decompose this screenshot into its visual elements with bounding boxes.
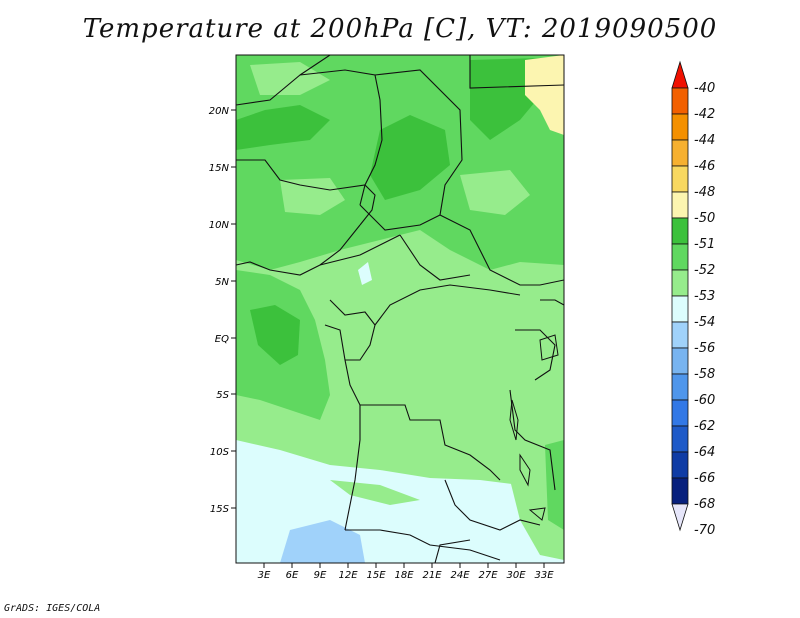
colorbar-swatch xyxy=(671,139,689,167)
colorbar-label: -48 xyxy=(694,185,715,200)
colorbar-swatch xyxy=(671,269,689,297)
map-title: Temperature at 200hPa [C], VT: 201909050… xyxy=(82,14,718,44)
lat-tick-label: 20N xyxy=(209,106,230,117)
colorbar-swatch xyxy=(671,243,689,271)
country-borders xyxy=(236,55,564,563)
field-52-patch-d xyxy=(250,305,300,365)
lat-tick-label: 15N xyxy=(209,163,230,174)
colorbar-label: -60 xyxy=(694,393,715,408)
colorbar-label: -62 xyxy=(694,419,715,434)
colorbar-swatch xyxy=(671,477,689,505)
lon-tick-label: 33E xyxy=(534,570,554,581)
colorbar-label: -70 xyxy=(694,523,715,538)
colorbar-swatch xyxy=(671,217,689,245)
lon-tick-label: 27E xyxy=(478,570,498,581)
lon-tick-label: 6E xyxy=(286,570,299,581)
field-51-corner xyxy=(525,55,564,135)
lon-tick-label: 30E xyxy=(506,570,526,581)
lat-tick-label: 10N xyxy=(209,220,230,231)
colorbar-label: -58 xyxy=(694,367,715,382)
map-frame xyxy=(235,54,565,564)
lat-tick-label: 5N xyxy=(215,277,229,288)
colorbar-label: -46 xyxy=(694,159,715,174)
field-56-lake xyxy=(358,262,372,285)
colorbar-swatch xyxy=(671,451,689,479)
lake-outlines xyxy=(509,334,559,521)
field-52-patch-a xyxy=(236,105,330,150)
lat-tick-label: 5S xyxy=(216,390,229,401)
colorbar-swatch xyxy=(671,347,689,375)
colorbar-swatch xyxy=(671,295,689,323)
lat-tick-label: 10S xyxy=(210,447,230,458)
colorbar-swatch xyxy=(671,373,689,401)
lon-tick-label: 9E xyxy=(314,570,327,581)
field-52-patch-b xyxy=(370,115,450,200)
colorbar-swatch xyxy=(671,321,689,349)
lat-tick-label: 15S xyxy=(210,504,230,515)
colorbar-label: -64 xyxy=(694,445,715,460)
lat-axis: 20N 15N 10N 5N EQ 5S 10S 15S xyxy=(209,106,236,515)
field-54-patch-n2 xyxy=(280,178,345,215)
lon-axis: 3E 6E 9E 12E 15E 18E 21E 24E 27E 30E 33E xyxy=(258,563,554,581)
field-54-streak xyxy=(330,480,420,505)
colorbar-swatch xyxy=(671,87,689,115)
colorbar-swatch xyxy=(671,425,689,453)
colorbar-label: -40 xyxy=(694,81,715,96)
lon-tick-label: 24E xyxy=(450,570,470,581)
colorbar-bottom-triangle xyxy=(671,503,689,532)
field-54-patch-n1 xyxy=(250,62,330,95)
colorbar-label: -51 xyxy=(694,237,715,252)
lon-tick-label: 12E xyxy=(338,570,358,581)
field-58-patch xyxy=(280,520,365,563)
colorbar: -40 -42 -44 -46 -48 -50 -51 -52 -53 -54 -56 -58 -60 -… xyxy=(671,60,715,538)
colorbar-label: -52 xyxy=(694,263,715,278)
colorbar-swatch xyxy=(671,113,689,141)
colorbar-label: -68 xyxy=(694,497,715,512)
lon-tick-label: 3E xyxy=(258,570,271,581)
colorbar-label: -56 xyxy=(694,341,715,356)
colorbar-label: -66 xyxy=(694,471,715,486)
colorbar-swatch xyxy=(671,399,689,427)
footer-credit: GrADS: IGES/COLA xyxy=(4,603,101,614)
colorbar-label: -54 xyxy=(694,315,715,330)
colorbar-swatch xyxy=(671,165,689,193)
colorbar-label: -50 xyxy=(694,211,715,226)
colorbar-label: -42 xyxy=(694,107,715,122)
colorbar-top-triangle xyxy=(671,60,689,89)
colorbar-label: -53 xyxy=(694,289,715,304)
lon-tick-label: 18E xyxy=(394,570,414,581)
colorbar-label: -44 xyxy=(694,133,715,148)
field-54-patch-n3 xyxy=(460,170,530,215)
lat-tick-label: EQ xyxy=(215,334,229,345)
temperature-field xyxy=(236,55,564,563)
colorbar-swatch xyxy=(671,191,689,219)
lon-tick-label: 21E xyxy=(422,570,442,581)
lon-tick-label: 15E xyxy=(366,570,386,581)
